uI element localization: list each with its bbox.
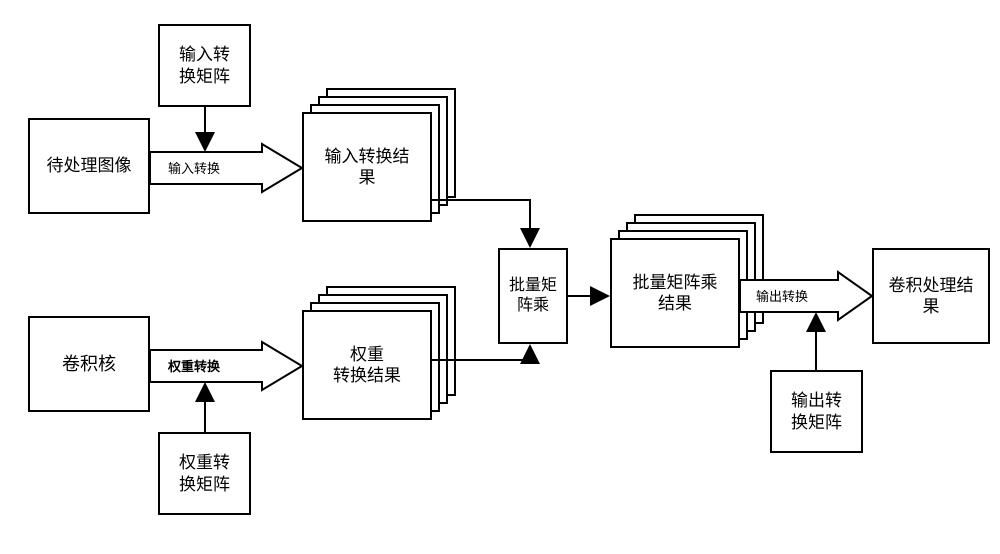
- node-conv-kernel-label: 卷积核: [62, 353, 116, 376]
- label-text: 输出转换: [756, 289, 808, 304]
- big-arrow-output-transform-label: 输出转换: [756, 286, 808, 305]
- label-text: 权重转换: [168, 359, 220, 374]
- node-batch-mm-label: 批量矩 阵乘: [509, 276, 557, 316]
- node-input-matrix: 输入转 换矩阵: [158, 24, 251, 107]
- node-weight-matrix-label: 权重转 换矩阵: [179, 452, 230, 495]
- node-batch-mm: 批量矩 阵乘: [498, 248, 568, 344]
- node-batch-mm-result-label: 批量矩阵乘 结果: [633, 272, 718, 315]
- node-weight-result-label: 权重 转换结果: [333, 344, 401, 387]
- node-conv-result-label: 卷积处理结 果: [889, 275, 974, 318]
- node-input-image-label: 待处理图像: [47, 155, 132, 176]
- node-conv-result: 卷积处理结 果: [872, 248, 990, 344]
- edge-input-result-to-batch: [432, 200, 530, 244]
- node-weight-matrix: 权重转 换矩阵: [158, 432, 251, 515]
- node-input-result-label: 输入转换结 果: [325, 146, 410, 189]
- node-batch-mm-result: 批量矩阵乘 结果: [610, 238, 740, 348]
- node-output-matrix-label: 输出转 换矩阵: [791, 390, 842, 433]
- big-arrow-input-transform-label: 输入转换: [168, 158, 220, 177]
- node-input-matrix-label: 输入转 换矩阵: [179, 44, 230, 87]
- node-input-result: 输入转换结 果: [302, 112, 432, 222]
- node-weight-result: 权重 转换结果: [302, 310, 432, 420]
- node-output-matrix: 输出转 换矩阵: [770, 370, 863, 453]
- diagram-canvas: 待处理图像 输入转 换矩阵 卷积核 权重转 换矩阵 输入转换结 果 权重 转换结…: [0, 0, 1000, 554]
- node-conv-kernel: 卷积核: [28, 316, 150, 412]
- big-arrow-weight-transform-label: 权重转换: [168, 356, 220, 375]
- node-input-image: 待处理图像: [28, 118, 150, 214]
- label-text: 输入转换: [168, 161, 220, 176]
